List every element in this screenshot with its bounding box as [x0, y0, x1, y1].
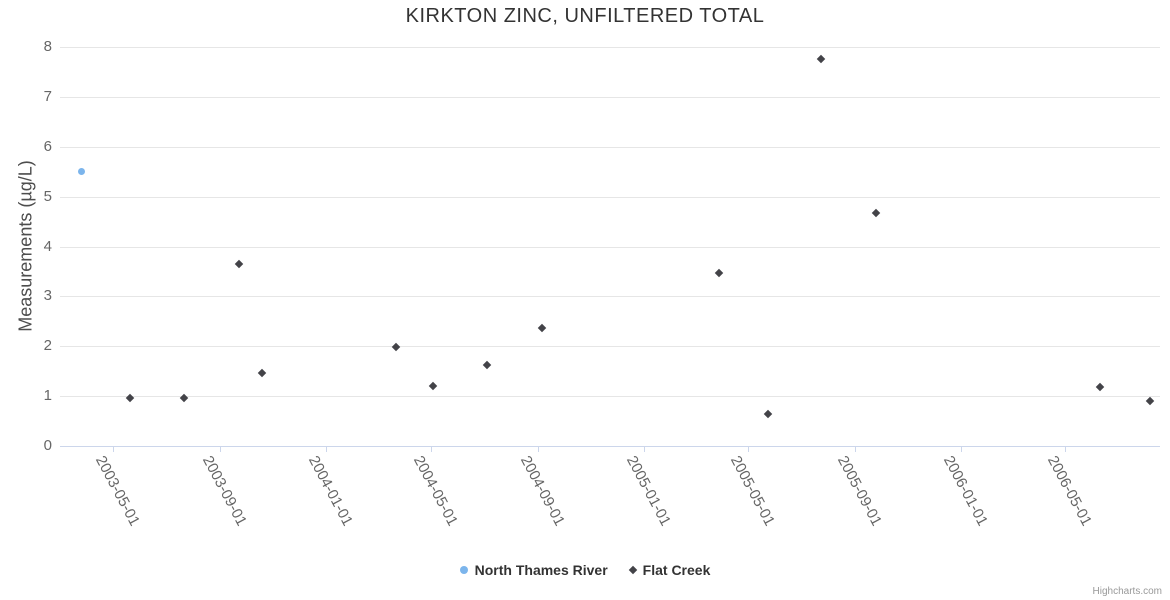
highcharts-credit[interactable]: Highcharts.com — [1092, 586, 1162, 597]
data-point[interactable] — [179, 393, 189, 402]
x-axis-label: 2004-05-01 — [409, 453, 462, 529]
gridline — [60, 146, 1160, 148]
legend-label: Flat Creek — [642, 562, 711, 578]
legend-item-flat-creek[interactable]: Flat Creek — [628, 562, 711, 578]
x-axis-tick — [325, 447, 327, 452]
gridline — [60, 396, 1160, 398]
x-axis-tick — [431, 447, 432, 452]
y-axis-label: 5 — [43, 187, 52, 205]
x-axis-tick — [855, 447, 857, 452]
diamond-marker-icon — [628, 565, 637, 575]
circle-marker-icon — [459, 566, 468, 574]
legend: North Thames River Flat Creek — [0, 562, 1170, 578]
y-axis-label: 0 — [43, 437, 52, 454]
data-point[interactable] — [78, 168, 86, 176]
x-axis-label: 2005-05-01 — [727, 453, 779, 529]
data-point[interactable] — [125, 393, 134, 402]
y-axis-label: 8 — [43, 38, 52, 55]
gridline — [60, 246, 1160, 248]
x-axis-label: 2005-01-01 — [622, 453, 674, 529]
y-axis-label: 4 — [43, 237, 52, 255]
x-axis-tick — [748, 447, 750, 452]
x-axis-label: 2003-05-01 — [91, 453, 144, 529]
x-axis-label: 2004-01-01 — [304, 453, 356, 529]
data-point[interactable] — [816, 54, 826, 64]
x-axis-tick — [219, 447, 221, 452]
x-axis-label: 2003-09-01 — [198, 453, 250, 529]
x-axis-tick — [961, 447, 963, 452]
x-axis-label: 2006-05-01 — [1044, 453, 1096, 529]
x-axis-label: 2004-09-01 — [516, 453, 568, 529]
data-point[interactable] — [871, 208, 881, 217]
legend-item-north-thames-river[interactable]: North Thames River — [459, 562, 608, 578]
data-point[interactable] — [1145, 396, 1154, 406]
data-point[interactable] — [392, 342, 401, 352]
data-point[interactable] — [258, 368, 267, 377]
gridline — [60, 196, 1160, 198]
data-point[interactable] — [537, 324, 547, 333]
x-axis-tick — [113, 447, 114, 452]
x-axis-line — [60, 446, 1160, 447]
data-point[interactable] — [234, 259, 244, 269]
data-point[interactable] — [763, 409, 773, 418]
chart-title: KIRKTON ZINC, UNFILTERED TOTAL — [405, 5, 765, 27]
x-axis-label: 2006-01-01 — [940, 453, 992, 529]
y-axis-label: 7 — [43, 87, 52, 105]
x-axis-label: 2005-09-01 — [834, 453, 886, 529]
x-axis-tick — [643, 447, 645, 452]
y-axis-label: 3 — [43, 287, 52, 305]
legend-label: North Thames River — [474, 562, 608, 578]
data-point[interactable] — [1095, 382, 1105, 392]
gridline — [60, 96, 1160, 98]
data-point[interactable] — [483, 360, 492, 370]
x-axis-tick — [1065, 447, 1067, 452]
gridline — [60, 296, 1160, 298]
x-axis-tick — [537, 447, 539, 452]
data-point[interactable] — [428, 381, 437, 391]
gridline — [60, 346, 1160, 348]
y-axis-label: 6 — [43, 137, 52, 155]
gridline — [60, 47, 1160, 48]
data-point[interactable] — [714, 268, 723, 278]
y-axis-label: 2 — [43, 337, 52, 355]
y-axis-label: 1 — [43, 387, 52, 405]
